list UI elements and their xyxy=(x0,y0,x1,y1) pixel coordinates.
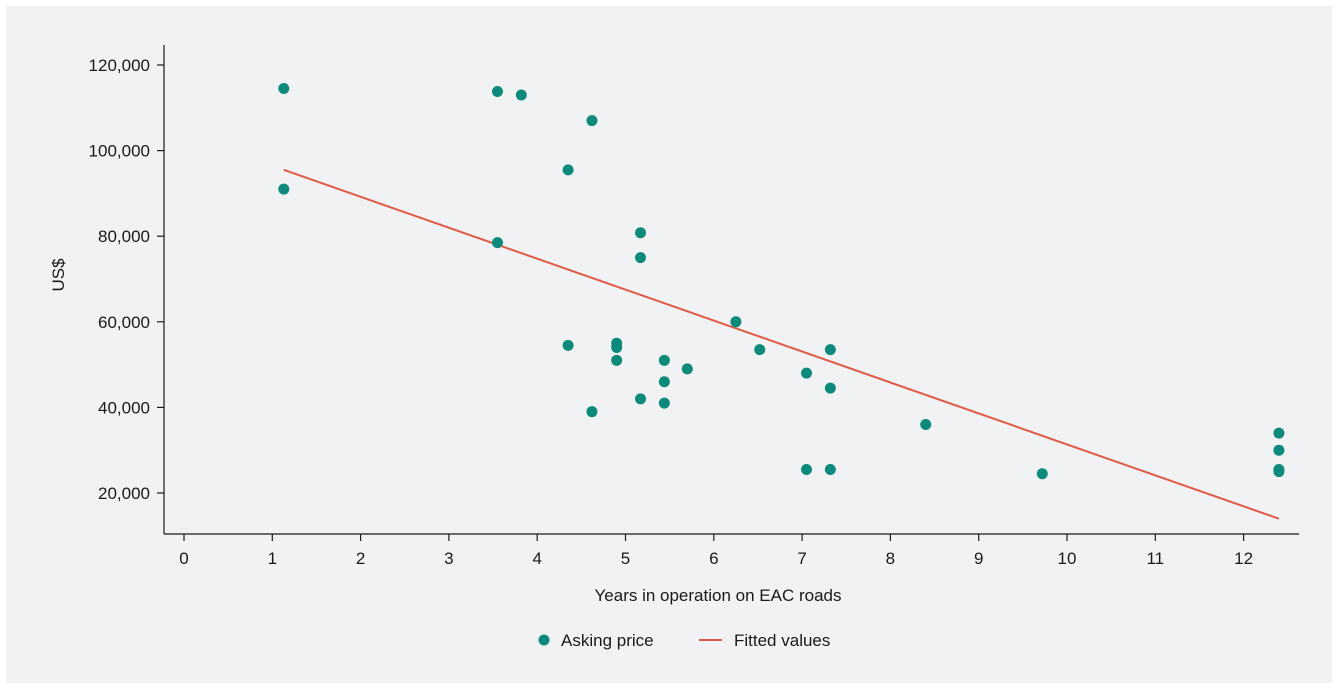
asking-price-point xyxy=(824,463,836,475)
asking-price-point xyxy=(278,83,290,95)
asking-price-point xyxy=(635,227,647,239)
axes xyxy=(163,45,1299,535)
asking-price-point xyxy=(801,463,813,475)
asking-price-point xyxy=(920,419,932,431)
asking-price-point xyxy=(1036,468,1048,480)
y-tick-label: 60,000 xyxy=(98,313,150,332)
legend-fitted-values-label: Fitted values xyxy=(734,631,830,650)
x-tick-label: 3 xyxy=(444,549,453,568)
y-tick-label: 80,000 xyxy=(98,227,150,246)
asking-price-point xyxy=(611,341,623,353)
asking-price-point xyxy=(491,86,503,98)
chart-panel xyxy=(6,6,1332,683)
x-tick-label: 5 xyxy=(621,549,630,568)
asking-price-point xyxy=(801,367,813,379)
asking-price-point xyxy=(730,316,742,328)
fitted-values-layer xyxy=(283,168,1280,520)
asking-price-point xyxy=(658,354,670,366)
asking-price-point xyxy=(635,252,647,264)
legend: Asking price Fitted values xyxy=(538,631,830,650)
x-tick-label: 11 xyxy=(1146,549,1164,568)
x-tick-label: 7 xyxy=(797,549,806,568)
asking-price-point xyxy=(658,376,670,388)
asking-price-points xyxy=(278,83,1285,480)
asking-price-point xyxy=(824,344,836,356)
asking-price-point xyxy=(586,406,598,418)
fitted-values-line xyxy=(283,168,1280,520)
x-tick-label: 2 xyxy=(356,549,365,568)
asking-price-point xyxy=(611,354,623,366)
y-tick-label: 20,000 xyxy=(98,484,150,503)
asking-price-point xyxy=(562,164,574,176)
asking-price-point xyxy=(824,382,836,394)
legend-asking-price-marker xyxy=(538,634,550,646)
y-axis-label: US$ xyxy=(49,258,68,292)
y-tick-label: 40,000 xyxy=(98,398,150,417)
x-ticks: 0 1 2 3 4 5 6 7 8 9 10 11 12 xyxy=(179,534,1253,568)
asking-price-point xyxy=(278,183,290,195)
asking-price-point xyxy=(491,237,503,249)
asking-price-point xyxy=(1273,444,1285,456)
y-tick-label: 100,000 xyxy=(89,142,150,161)
legend-asking-price-label: Asking price xyxy=(561,631,654,650)
x-axis-label: Years in operation on EAC roads xyxy=(595,586,842,605)
x-tick-label: 0 xyxy=(179,549,188,568)
asking-price-point xyxy=(515,89,527,101)
asking-price-point xyxy=(658,397,670,409)
asking-price-point xyxy=(754,344,766,356)
asking-price-point xyxy=(635,393,647,405)
asking-price-point xyxy=(562,339,574,351)
asking-price-point xyxy=(1273,427,1285,439)
x-tick-label: 1 xyxy=(268,549,277,568)
x-tick-label: 8 xyxy=(886,549,895,568)
x-tick-label: 12 xyxy=(1234,549,1253,568)
x-tick-label: 10 xyxy=(1058,549,1077,568)
x-tick-label: 9 xyxy=(974,549,983,568)
asking-price-point xyxy=(586,115,598,127)
x-tick-label: 6 xyxy=(709,549,718,568)
asking-price-point xyxy=(681,363,693,375)
y-ticks: 20,000 40,000 60,000 80,000 100,000 120,000 xyxy=(89,56,164,503)
asking-price-point xyxy=(1273,466,1285,478)
y-tick-label: 120,000 xyxy=(89,56,150,75)
x-tick-label: 4 xyxy=(532,549,541,568)
